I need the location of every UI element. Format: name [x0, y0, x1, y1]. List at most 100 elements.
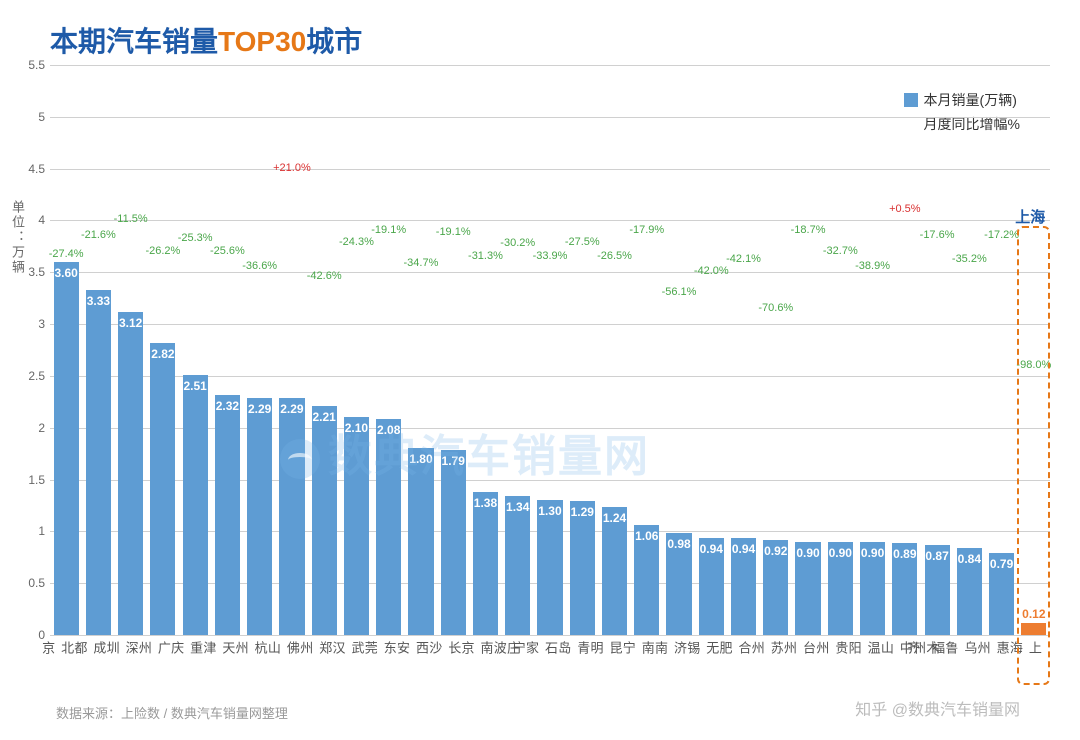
- bar: [376, 419, 401, 635]
- bar-group: 1.24昆明: [602, 65, 627, 635]
- bar-group: 3.33成都: [86, 65, 111, 635]
- x-axis-city-label: 上海: [1024, 635, 1044, 654]
- bar-value-label: 0.94: [731, 542, 756, 556]
- bar-value-label: 1.80: [408, 452, 433, 466]
- bar-group: 0.90温阳: [860, 65, 885, 635]
- bar: [473, 492, 498, 635]
- bar-group: 2.32天津: [215, 65, 240, 635]
- bar: [150, 343, 175, 635]
- bar: [279, 398, 304, 635]
- y-tick-label: 3.5: [20, 265, 45, 279]
- bar-value-label: 2.08: [376, 423, 401, 437]
- bar-value-label: 0.94: [699, 542, 724, 556]
- bar-value-label: 0.90: [828, 546, 853, 560]
- bar-group: 0.12上海: [1021, 65, 1046, 635]
- bar: [441, 450, 466, 636]
- title-part-3: 城市: [306, 26, 362, 57]
- bar: [54, 262, 79, 635]
- y-tick-label: 0.5: [20, 576, 45, 590]
- title-part-2: TOP30: [218, 26, 306, 57]
- bar: [408, 448, 433, 635]
- y-tick-label: 0: [20, 628, 45, 642]
- bar-group: 0.92苏州: [763, 65, 788, 635]
- bar-value-label: 1.34: [505, 500, 530, 514]
- bar: [312, 406, 337, 635]
- attribution-text: 知乎 @数典汽车销量网: [855, 696, 1020, 720]
- bar: [505, 496, 530, 635]
- bar-value-label: 2.29: [279, 402, 304, 416]
- y-tick-label: 5.5: [20, 58, 45, 72]
- y-tick-label: 4: [20, 213, 45, 227]
- bar: [183, 375, 208, 635]
- bar-group: 0.87福州: [925, 65, 950, 635]
- bar: [86, 290, 111, 635]
- bar-group: 0.90台州: [795, 65, 820, 635]
- bar-group: 0.98济南: [666, 65, 691, 635]
- bar-group: 2.29佛山: [279, 65, 304, 635]
- bar-value-label: 0.92: [763, 544, 788, 558]
- bar-value-label: 0.90: [860, 546, 885, 560]
- bar: [570, 501, 595, 635]
- bar-value-label: 1.29: [570, 505, 595, 519]
- bar-value-label: 3.33: [86, 294, 111, 308]
- highlight-callout-label: 上海: [1015, 206, 1045, 227]
- bar: [118, 312, 143, 635]
- bar-group: 2.82广州: [150, 65, 175, 635]
- bar-value-label: 1.30: [537, 504, 562, 518]
- bar-value-label: 2.32: [215, 399, 240, 413]
- chart-plot-area: 00.511.522.533.544.555.5-27.4%3.60北京-21.…: [50, 65, 1050, 635]
- bar-group: 1.38南京: [473, 65, 498, 635]
- bar-group: 0.79惠州: [989, 65, 1014, 635]
- bar-value-label: 1.38: [473, 496, 498, 510]
- bar-value-label: 0.87: [925, 549, 950, 563]
- y-tick-label: 5: [20, 110, 45, 124]
- bar-value-label: 1.79: [441, 454, 466, 468]
- bar-value-label: 2.82: [150, 347, 175, 361]
- y-tick-label: 3: [20, 317, 45, 331]
- bar-group: 1.34宁波: [505, 65, 530, 635]
- bar-group: 2.10武汉: [344, 65, 369, 635]
- bar-group: 0.90贵州: [828, 65, 853, 635]
- bar-group: 3.60北京: [54, 65, 79, 635]
- y-tick-label: 1: [20, 524, 45, 538]
- bar-group: 0.84乌鲁木齐: [957, 65, 982, 635]
- bar-value-label: 2.21: [312, 410, 337, 424]
- chart-title: 本期汽车销量TOP30城市: [50, 20, 362, 60]
- bar-group: 2.21郑州: [312, 65, 337, 635]
- y-axis-unit-label: 单位：万辆: [8, 200, 27, 275]
- bar: [1021, 623, 1046, 635]
- bar-group: 2.51重庆: [183, 65, 208, 635]
- bar-value-label: 2.29: [247, 402, 272, 416]
- bar-value-label: 3.12: [118, 316, 143, 330]
- bar-group: 3.12深圳: [118, 65, 143, 635]
- bar-value-label: 0.12: [1021, 607, 1046, 621]
- bar-group: 2.08东莞: [376, 65, 401, 635]
- bar-group: 0.94合肥: [731, 65, 756, 635]
- y-tick-label: 2: [20, 421, 45, 435]
- bar-group: 1.80西安: [408, 65, 433, 635]
- bar-group: 1.06南宁: [634, 65, 659, 635]
- bar-value-label: 0.98: [666, 537, 691, 551]
- title-part-1: 本期汽车销量: [50, 26, 218, 57]
- bar: [215, 395, 240, 635]
- bar: [344, 417, 369, 635]
- bar-value-label: 1.24: [602, 511, 627, 525]
- bar-group: 2.29杭州: [247, 65, 272, 635]
- bar-value-label: 0.79: [989, 557, 1014, 571]
- bar-value-label: 1.06: [634, 529, 659, 543]
- bar: [537, 500, 562, 635]
- data-source-text: 数据来源：上险数 / 数典汽车销量网整理: [56, 703, 288, 722]
- bar: [247, 398, 272, 635]
- bar-value-label: 2.10: [344, 421, 369, 435]
- bar-value-label: 0.89: [892, 547, 917, 561]
- bar-group: 1.29青岛: [570, 65, 595, 635]
- y-tick-label: 2.5: [20, 369, 45, 383]
- y-tick-label: 1.5: [20, 473, 45, 487]
- bar-value-label: 0.84: [957, 552, 982, 566]
- bar-group: 0.94无锡: [699, 65, 724, 635]
- y-tick-label: 4.5: [20, 162, 45, 176]
- bar-group: 0.89中山: [892, 65, 917, 635]
- bar-value-label: 0.90: [795, 546, 820, 560]
- bar-value-label: 3.60: [54, 266, 79, 280]
- bar-value-label: 2.51: [183, 379, 208, 393]
